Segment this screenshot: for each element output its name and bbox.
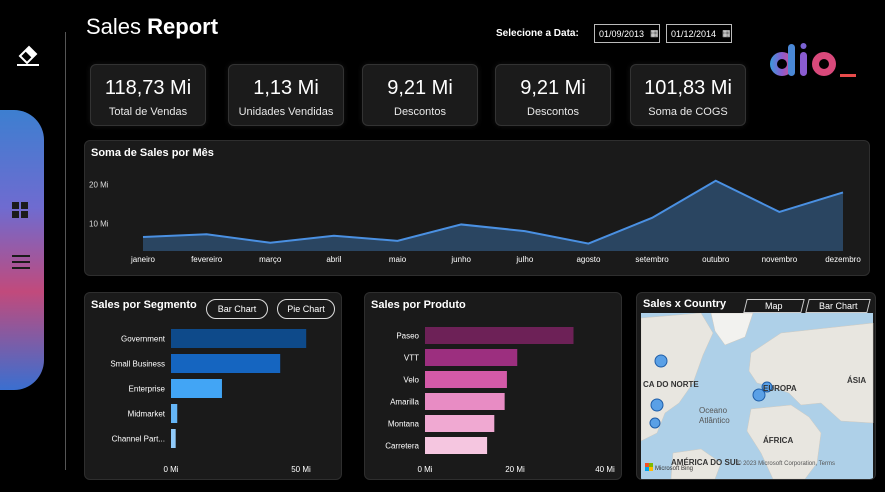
map-label: Oceano [699,406,728,415]
bar [425,415,494,432]
microsoft-logo-icon-part [645,467,649,471]
x-tick-label: junho [450,255,471,264]
sales-by-product-chart: Paseo VTT Velo Amarilla Montana Carretera 0 Mi… [365,293,623,481]
bar [171,404,177,423]
y-tick-label: 10 Mi [89,220,109,229]
tab-bar-chart[interactable]: Bar Chart [805,299,870,313]
tab-map[interactable]: Map [743,299,804,313]
calendar-icon[interactable]: ▦ [650,28,659,39]
microsoft-logo-icon [645,463,649,467]
calendar-icon[interactable]: ▦ [722,28,731,39]
map-label: EUROPA [763,384,797,393]
map-label: CA DO NORTE [643,380,699,389]
category-label: Carretera [385,442,419,451]
sales-by-segment-panel: Sales por Segmento Bar Chart Pie Chart G… [84,292,342,480]
kpi-value: 9,21 Mi [496,77,610,100]
start-date-value: 01/09/2013 [599,29,644,39]
end-date-input[interactable]: 01/12/2014 ▦ [666,24,732,43]
category-label: Small Business [110,360,165,369]
x-tick-label: janeiro [130,255,156,264]
category-label: Enterprise [129,385,166,394]
map-copyright[interactable]: © 2023 Microsoft Corporation, Terms [737,460,835,467]
kpi-total-vendas: 118,73 Mi Total de Vendas [90,64,206,126]
bar [425,349,517,366]
map-label: ÁFRICA [763,436,793,445]
x-tick-label: 40 Mi [595,465,615,474]
date-filter-label: Selecione a Data: [496,28,579,39]
kpi-descontos-2: 9,21 Mi Descontos [495,64,611,126]
kpi-label: Descontos [496,106,610,118]
kpi-descontos: 9,21 Mi Descontos [362,64,478,126]
sales-by-month-chart: 10 Mi 20 Mi janeiro fevereiro março abril maio… [85,141,871,277]
x-tick-label: 0 Mi [417,465,432,474]
bing-label: Microsoft Bing [655,466,693,472]
sidebar-divider [65,32,66,470]
dio-logo [768,42,868,82]
kpi-unidades-vendidas: 1,13 Mi Unidades Vendidas [228,64,344,126]
kpi-value: 101,83 Mi [631,77,745,100]
eraser-icon[interactable] [14,40,42,68]
kpi-value: 118,73 Mi [91,77,205,100]
kpi-soma-cogs: 101,83 Mi Soma de COGS [630,64,746,126]
bar [425,393,505,410]
country-bubble[interactable] [650,418,660,428]
sales-by-month-panel: Soma de Sales por Mês 10 Mi 20 Mi janeiro f… [84,140,870,276]
x-tick-label: julho [515,255,533,264]
x-tick-label: maio [389,255,407,264]
y-tick-label: 20 Mi [89,181,109,190]
bar [171,379,222,398]
x-tick-label: 20 Mi [505,465,525,474]
country-bubble[interactable] [651,399,663,411]
bar [171,429,176,448]
x-tick-label: 0 Mi [163,465,178,474]
kpi-value: 1,13 Mi [229,77,343,100]
sidebar-gradient-band [0,110,44,390]
menu-lines-icon[interactable] [12,254,30,270]
category-label: VTT [404,354,419,363]
bar [425,371,507,388]
kpi-label: Total de Vendas [91,106,205,118]
x-tick-label: dezembro [825,255,861,264]
microsoft-logo-icon-part [649,467,653,471]
x-tick-label: setembro [635,255,669,264]
category-label: Paseo [396,332,419,341]
sidebar [0,0,60,492]
country-bubble[interactable] [655,355,667,367]
x-tick-label: abril [326,255,341,264]
map-label: Atlântico [699,416,730,425]
kpi-label: Soma de COGS [631,106,745,118]
sales-by-product-panel: Sales por Produto Paseo VTT Velo Amarilla Mo… [364,292,622,480]
microsoft-logo-icon-part [649,463,653,467]
end-date-value: 01/12/2014 [671,29,716,39]
dashboard-grid-icon[interactable] [12,202,28,218]
x-tick-label: fevereiro [191,255,223,264]
map-label: ÁSIA [847,376,866,385]
x-tick-label: novembro [762,255,798,264]
category-label: Midmarket [128,410,166,419]
x-tick-label: 50 Mi [291,465,311,474]
start-date-input[interactable]: 01/09/2013 ▦ [594,24,660,43]
world-map[interactable]: CA DO NORTE EUROPA ÁSIA Oceano Atlântico… [641,313,876,479]
bar [425,327,574,344]
bar [171,329,306,348]
page-title: Sales Report [86,14,218,40]
category-label: Channel Part... [112,435,165,444]
panel-title: Sales x Country [643,298,726,310]
category-label: Government [121,335,166,344]
category-label: Montana [388,420,420,429]
category-label: Amarilla [390,398,419,407]
sales-by-segment-chart: Government Small Business Enterprise Midmar… [85,293,343,481]
x-tick-label: agosto [576,255,601,264]
x-tick-label: março [259,255,282,264]
bar [425,437,487,454]
category-label: Velo [403,376,419,385]
x-tick-label: outubro [702,255,730,264]
sales-by-country-panel: Sales x Country Map Bar Chart CA DO NORT… [636,292,876,480]
kpi-label: Unidades Vendidas [229,106,343,118]
kpi-value: 9,21 Mi [363,77,477,100]
kpi-label: Descontos [363,106,477,118]
bar [171,354,280,373]
